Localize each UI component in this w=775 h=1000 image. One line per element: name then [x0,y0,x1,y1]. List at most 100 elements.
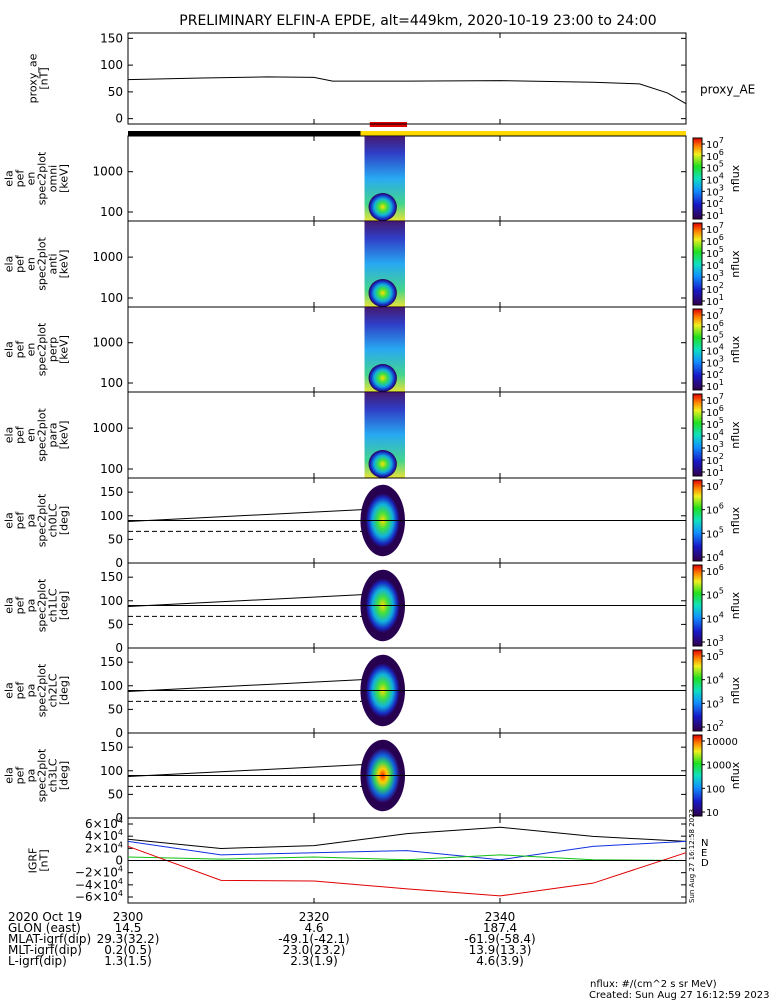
colorbar-tick-label: 10 [706,808,719,819]
y-tick-label: 100 [100,291,123,305]
x-axis-row-label: MLT-igrf(dip) [8,943,82,957]
y-axis-label: ela [3,256,16,273]
y-tick-label: 100 [100,205,123,219]
y-axis-label: pef [14,681,27,700]
y-axis-label: [nT] [38,67,51,89]
x-axis-row-label: 2020 Oct 19 [8,910,82,924]
colorbar-tick-label: 105 [706,416,724,431]
y-axis-label: en [25,257,38,271]
colorbar-label: nflux [729,761,742,789]
y-axis-label: perp [47,337,60,362]
legend-label: E [701,848,707,859]
colorbar-tick-label: 107 [706,392,724,407]
y-axis-label: ch2LC [47,673,60,707]
x-axis-row-value: 4.6(3.9) [476,954,524,968]
colorbar-tick-label: 103 [706,269,724,284]
y-tick-label: 100 [100,509,123,523]
y-axis-label: pef [14,340,27,359]
x-axis-row-value: 29.3(32.2) [97,932,160,946]
y-tick-label: 1000 [92,336,123,350]
loss-cone-line [127,679,363,692]
y-axis-label: ch3LC [47,758,60,792]
x-axis-row-value: 23.0(23.2) [283,943,346,957]
colorbar [692,649,703,732]
colorbar-label: nflux [729,421,742,449]
y-axis-label: omni [47,165,60,192]
y-axis-label: [keV] [58,335,71,364]
colorbar [692,734,703,817]
y-axis-label: ela [3,512,16,529]
colorbar-tick-label: 102 [706,281,724,296]
y-axis-label: [deg] [58,676,71,705]
y-tick-label: 100 [100,764,123,778]
y-axis-label: spec2plot [36,237,49,291]
chart-title: PRELIMINARY ELFIN-A EPDE, alt=449km, 202… [179,13,656,29]
colorbar-tick-label: 105 [706,648,724,663]
units-note: nflux: #/(cm^2 s sr MeV) [590,979,717,990]
y-axis-label: ela [3,170,16,187]
colorbar-label: nflux [729,506,742,534]
y-tick-label: 0 [115,726,123,740]
y-axis-label: spec2plot [36,663,49,717]
y-axis-label: spec2plot [36,408,49,462]
colorbar-tick-label: 107 [706,221,724,236]
colorbar-tick-label: 106 [706,563,724,578]
status-segment-black [128,131,361,136]
y-tick-label: 150 [100,485,123,499]
colorbar-tick-label: 103 [706,695,724,710]
y-axis-label: pef [14,169,27,188]
colorbar-tick-label: 101 [706,464,724,479]
y-tick-label: 6×104 [85,816,123,831]
y-axis-label: IGRF [27,848,40,874]
heatmap-core [368,279,397,307]
colorbar-tick-label: 106 [706,502,724,517]
colorbar-tick-label: 105 [706,160,724,175]
y-tick-label: 1000 [92,250,123,264]
panel-proxy_ae: proxy_ae[nT] 150 100 50 0 proxy_AE [27,31,756,125]
y-axis-label: ela [3,427,16,444]
colorbar-tick-label: 104 [706,428,724,443]
created-note: Created: Sun Aug 27 16:12:59 2023 [589,990,769,1000]
x-axis-row-value: 1.3(1.5) [104,954,152,968]
colorbar-tick-label: 102 [706,452,724,467]
y-tick-label: 100 [100,462,123,476]
colorbar-tick-label: 104 [706,172,724,187]
colorbar-tick-label: 104 [706,257,724,272]
series-line [127,826,687,849]
y-axis-label: spec2plot [36,748,49,802]
y-axis-label: pef [14,596,27,615]
y-axis-label: en [25,428,38,442]
x-axis-row-value: -61.9(-58.4) [464,932,535,946]
colorbar-tick-label: 106 [706,319,724,334]
y-axis-label: [keV] [58,250,71,279]
y-tick-label: 50 [108,532,123,546]
colorbar-tick-label: 106 [706,148,724,163]
y-tick-label: 50 [108,787,123,801]
panel-frame [127,220,687,308]
y-axis-label: ch1LC [47,588,60,622]
y-axis-label: pef [14,254,27,273]
x-axis-row-label: MLAT-igrf(dip) [8,932,91,946]
colorbar-tick-label: 101 [706,207,724,222]
y-axis-label: ela [3,682,16,699]
y-axis-label: spec2plot [36,578,49,632]
colorbar [692,137,703,220]
heatmap-core [368,364,397,392]
colorbar-tick-label: 102 [706,719,724,734]
series-line [127,76,687,105]
loss-cone-line [127,764,363,777]
colorbar [692,479,703,562]
colorbar-tick-label: 106 [706,404,724,419]
loss-cone-line [127,594,363,607]
panel-frame [127,135,687,222]
colorbar-tick-label: 105 [706,331,724,346]
y-axis-label: [keV] [58,164,71,193]
colorbar-tick-label: 103 [706,634,724,649]
y-axis-label: [nT] [38,849,51,871]
y-tick-label: 4×104 [85,828,123,843]
y-axis-label: pa [25,684,38,698]
